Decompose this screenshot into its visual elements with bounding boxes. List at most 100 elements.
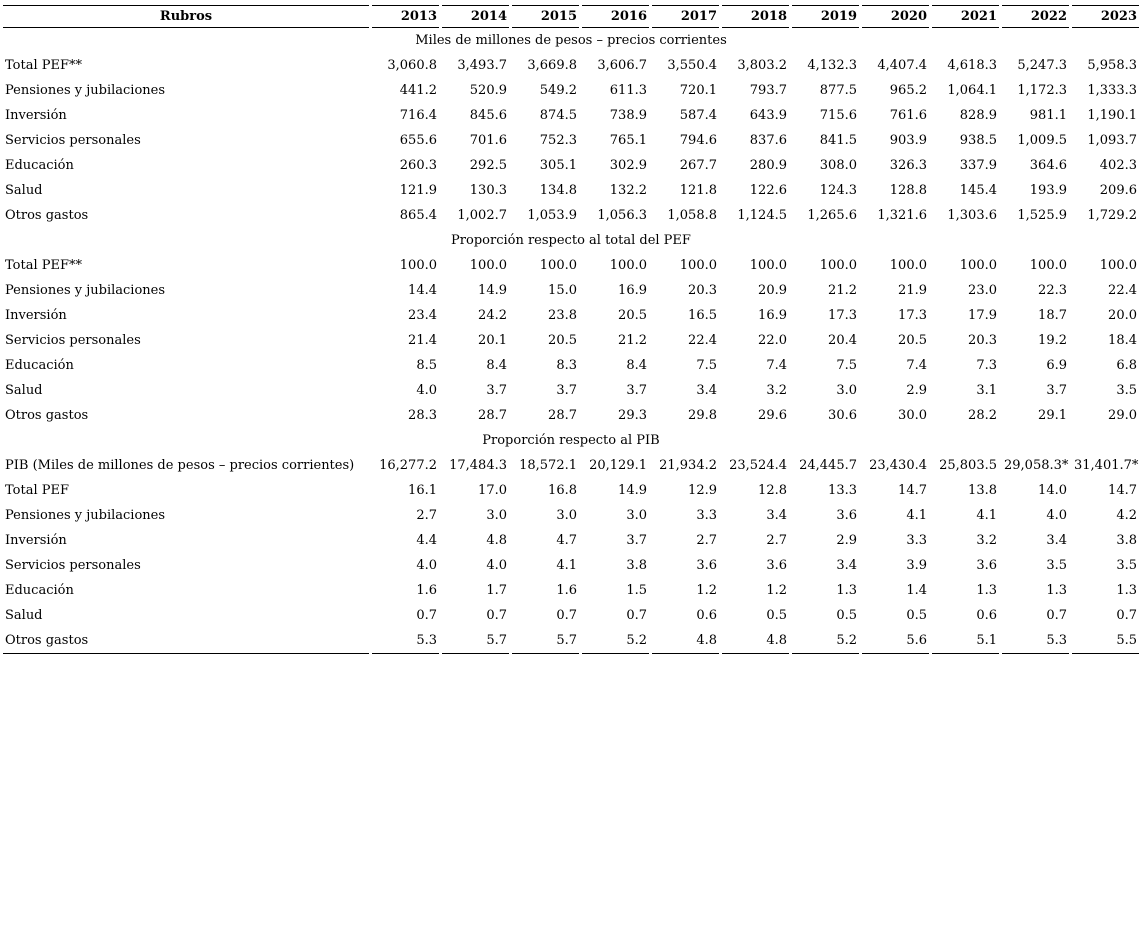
- column-header-year: 2017: [652, 5, 719, 28]
- section-title-row: Proporción respecto al PIB: [3, 428, 1139, 453]
- row-label: Salud: [5, 383, 43, 398]
- cell-value: 3.4: [836, 558, 857, 573]
- cell-value: 1,009.5: [1017, 133, 1067, 148]
- cell-value: 4.8: [722, 628, 789, 654]
- cell-value: 100.0: [889, 258, 927, 273]
- cell-value: 4.0: [486, 558, 507, 573]
- cell-value: 1.6: [556, 583, 577, 598]
- budget-table: Rubros 2013 2014 2015 2016 2017 2018 2019 2020 2…: [0, 5, 1142, 654]
- cell-value: 308.0: [819, 158, 857, 173]
- cell-value: 14.9: [618, 483, 647, 498]
- column-header-year: 2020: [862, 5, 929, 28]
- cell-value: 5.2: [792, 628, 859, 654]
- cell-value: 3.5: [1046, 558, 1067, 573]
- cell-value: 643.9: [749, 108, 787, 123]
- cell-value: 28.7: [478, 408, 507, 423]
- cell-value: 18.7: [1038, 308, 1067, 323]
- cell-value: 22.4: [1108, 283, 1137, 298]
- cell-value: 4.1: [556, 558, 577, 573]
- table-row: Educación 8.5 8.4 8.3 8.4 7.5 7.4 7.5 7.4 7.3 6.9 6…: [3, 353, 1139, 378]
- cell-value: 3.7: [486, 383, 507, 398]
- cell-value: 738.9: [609, 108, 647, 123]
- cell-value: 845.6: [469, 108, 507, 123]
- cell-value: 874.5: [539, 108, 577, 123]
- row-label: Pensiones y jubilaciones: [5, 83, 166, 98]
- cell-value: 938.5: [959, 133, 997, 148]
- cell-value: 21.2: [828, 283, 857, 298]
- cell-value: 5.2: [582, 628, 649, 654]
- section-title: Miles de millones de pesos – precios cor…: [415, 33, 727, 48]
- cell-value: 22.3: [1038, 283, 1067, 298]
- cell-value: 21.9: [898, 283, 927, 298]
- table-row: Salud 4.0 3.7 3.7 3.7 3.4 3.2 3.0 2.9 3.1 3.7 3.5: [3, 378, 1139, 403]
- cell-value: 1,333.3: [1087, 83, 1137, 98]
- table-row: Servicios personales 4.0 4.0 4.1 3.8 3.6 3.6 3.…: [3, 553, 1139, 578]
- cell-value: 29.1: [1038, 408, 1067, 423]
- row-label: Educación: [5, 583, 74, 598]
- cell-value: 3.7: [626, 533, 647, 548]
- cell-value: 794.6: [679, 133, 717, 148]
- cell-value: 305.1: [539, 158, 577, 173]
- table-row: Total PEF** 100.0 100.0 100.0 100.0 100.0 100.…: [3, 253, 1139, 278]
- cell-value: 128.8: [889, 183, 927, 198]
- row-label: Salud: [5, 608, 43, 623]
- cell-value: 1,303.6: [947, 208, 997, 223]
- cell-value: 3.6: [836, 508, 857, 523]
- cell-value: 865.4: [399, 208, 437, 223]
- cell-value: 20.4: [828, 333, 857, 348]
- cell-value: 16.9: [758, 308, 787, 323]
- cell-value: 3,803.2: [737, 58, 787, 73]
- cell-value: 13.3: [828, 483, 857, 498]
- cell-value: 8.5: [416, 358, 437, 373]
- cell-value: 29,058.3*: [1004, 458, 1069, 473]
- cell-value: 1.3: [976, 583, 997, 598]
- cell-value: 3.1: [976, 383, 997, 398]
- row-label: PIB (Miles de millones de pesos – precio…: [5, 458, 355, 473]
- row-label: Otros gastos: [5, 208, 89, 223]
- cell-value: 19.2: [1038, 333, 1067, 348]
- cell-value: 0.5: [906, 608, 927, 623]
- cell-value: 3.2: [766, 383, 787, 398]
- cell-value: 8.4: [626, 358, 647, 373]
- cell-value: 7.5: [696, 358, 717, 373]
- cell-value: 12.9: [688, 483, 717, 498]
- table-row: Total PEF 16.1 17.0 16.8 14.9 12.9 12.8 13.3 14.…: [3, 478, 1139, 503]
- cell-value: 337.9: [959, 158, 997, 173]
- cell-value: 5.7: [512, 628, 579, 654]
- row-label: Educación: [5, 358, 74, 373]
- cell-value: 20,129.1: [589, 458, 647, 473]
- cell-value: 17.3: [828, 308, 857, 323]
- cell-value: 611.3: [609, 83, 647, 98]
- table-row: PIB (Miles de millones de pesos – precio…: [3, 453, 1139, 478]
- table-row: Salud 121.9 130.3 134.8 132.2 121.8 122.6 124.3…: [3, 178, 1139, 203]
- cell-value: 12.8: [758, 483, 787, 498]
- cell-value: 3.4: [696, 383, 717, 398]
- cell-value: 828.9: [959, 108, 997, 123]
- column-header-year: 2016: [582, 5, 649, 28]
- cell-value: 765.1: [609, 133, 647, 148]
- cell-value: 7.4: [766, 358, 787, 373]
- cell-value: 3.8: [626, 558, 647, 573]
- cell-value: 132.2: [609, 183, 647, 198]
- cell-value: 0.6: [976, 608, 997, 623]
- cell-value: 1,172.3: [1017, 83, 1067, 98]
- cell-value: 3.4: [1046, 533, 1067, 548]
- cell-value: 13.8: [968, 483, 997, 498]
- cell-value: 17.0: [478, 483, 507, 498]
- cell-value: 4.2: [1116, 508, 1137, 523]
- cell-value: 7.3: [976, 358, 997, 373]
- cell-value: 5.1: [932, 628, 999, 654]
- cell-value: 5,958.3: [1087, 58, 1137, 73]
- cell-value: 3.6: [976, 558, 997, 573]
- cell-value: 1.4: [906, 583, 927, 598]
- cell-value: 292.5: [469, 158, 507, 173]
- cell-value: 877.5: [819, 83, 857, 98]
- cell-value: 1.2: [766, 583, 787, 598]
- cell-value: 4.0: [416, 558, 437, 573]
- cell-value: 1,002.7: [457, 208, 507, 223]
- cell-value: 14.7: [898, 483, 927, 498]
- cell-value: 30.6: [828, 408, 857, 423]
- cell-value: 23,524.4: [729, 458, 787, 473]
- table-row: Servicios personales 655.6 701.6 752.3 765.1…: [3, 128, 1139, 153]
- row-label: Pensiones y jubilaciones: [5, 508, 166, 523]
